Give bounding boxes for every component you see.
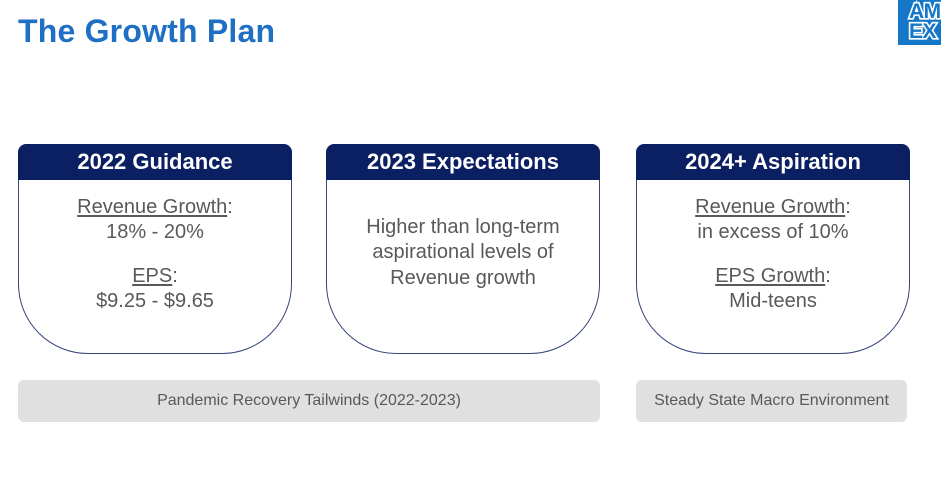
svg-text:EX: EX (909, 20, 937, 43)
